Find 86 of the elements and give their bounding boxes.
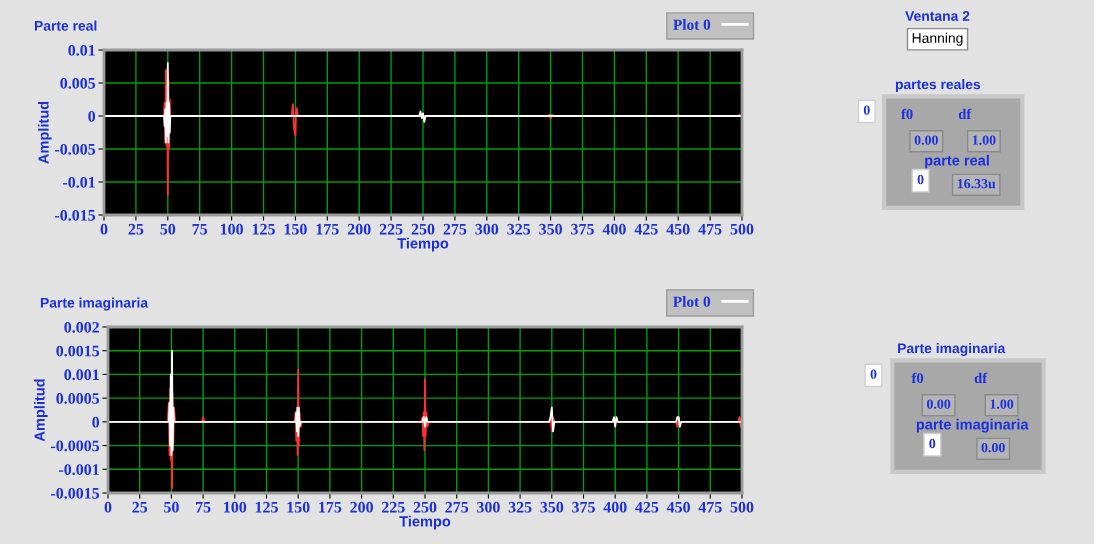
x-axis-title: Tiempo	[397, 237, 449, 252]
y-tick-label: -0.0005	[51, 440, 100, 452]
x-tick-label: 250	[411, 223, 435, 235]
text: 1.00	[972, 135, 996, 145]
text: partes reales	[895, 79, 981, 92]
x-tick-label: 450	[666, 501, 690, 513]
y-axis-title: Amplitud	[34, 379, 48, 442]
x-tick-label: 0	[100, 223, 108, 235]
y-tick-label: -0.015	[54, 209, 96, 221]
x-tick-label: 275	[445, 501, 469, 513]
text: parte real	[925, 154, 989, 169]
line-series	[108, 349, 742, 456]
y-tick-label: 0.0015	[56, 345, 100, 357]
text: f0	[911, 372, 924, 384]
x-tick-label: 450	[666, 223, 690, 235]
chart-title: Parte real	[34, 20, 97, 31]
x-tick-label: 75	[196, 501, 211, 513]
x-tick-label: 150	[287, 501, 310, 513]
x-tick-label: 250	[413, 501, 437, 513]
y-axis-title: Amplitud	[38, 101, 52, 164]
x-tick-label: 475	[698, 223, 722, 235]
x-tick-label: 500	[730, 501, 754, 513]
x-tick-label: 375	[571, 223, 594, 235]
y-tick-label: 0.005	[60, 77, 96, 89]
x-tick-label: 300	[477, 501, 500, 513]
text: 0.00	[926, 399, 951, 409]
x-tick-label: 100	[224, 501, 247, 513]
legend-label: Plot 0	[673, 296, 711, 307]
y-tick-label: -0.001	[58, 464, 99, 476]
x-tick-label: 400	[602, 223, 626, 235]
y-tick-label: 0.002	[64, 321, 99, 333]
text: 0	[917, 174, 924, 185]
x-tick-label: 175	[319, 501, 342, 513]
y-tick-label: 0	[88, 110, 96, 122]
x-tick-label: 400	[603, 501, 627, 513]
x-axis-title: Tiempo	[399, 515, 451, 530]
text: parte imaginaria	[916, 418, 1029, 433]
text: Ventana 2	[905, 11, 970, 21]
x-tick-label: 475	[698, 501, 722, 513]
x-tick-label: 200	[347, 223, 371, 235]
y-tick-label: 0	[92, 416, 100, 428]
y-tick-label: 0.01	[68, 44, 95, 56]
text: 1.00	[990, 399, 1014, 409]
x-tick-label: 0	[104, 501, 112, 513]
legend-label: Plot 0	[673, 19, 711, 30]
text: Parte imaginaria	[898, 343, 1006, 357]
x-tick-label: 50	[160, 223, 176, 235]
text: df	[974, 372, 988, 384]
y-tick-label: -0.01	[62, 176, 95, 188]
x-tick-label: 275	[443, 223, 467, 235]
x-tick-label: 150	[284, 223, 307, 235]
x-tick-label: 225	[381, 501, 405, 513]
text: 0.00	[981, 442, 1005, 453]
x-tick-label: 125	[252, 223, 275, 235]
text: f0	[901, 108, 913, 120]
y-tick-label: 0.001	[64, 369, 99, 381]
text: Hanning	[912, 32, 963, 46]
x-tick-label: 50	[164, 501, 179, 513]
y-tick-label: -0.005	[54, 143, 96, 155]
x-tick-label: 225	[379, 223, 403, 235]
x-tick-label: 375	[572, 501, 595, 513]
y-tick-label: -0.0015	[51, 487, 100, 499]
x-tick-label: 425	[635, 501, 659, 513]
x-tick-label: 325	[508, 501, 532, 513]
x-tick-label: 350	[539, 223, 562, 235]
x-tick-label: 350	[540, 501, 564, 513]
x-tick-label: 125	[255, 501, 278, 513]
text: 0.00	[914, 135, 938, 145]
x-tick-label: 425	[634, 223, 658, 235]
x-tick-label: 325	[507, 223, 531, 235]
x-tick-label: 200	[350, 501, 373, 513]
text: 0	[863, 105, 870, 115]
line-series	[104, 62, 742, 144]
x-tick-label: 175	[316, 223, 339, 235]
x-tick-label: 25	[132, 501, 148, 513]
chart-title: Parte imaginaria	[40, 297, 149, 311]
text: 16.33u	[957, 178, 996, 189]
x-tick-label: 500	[730, 223, 754, 235]
text: 0	[929, 438, 936, 449]
text: df	[958, 108, 972, 120]
text: 0	[870, 369, 877, 379]
x-tick-label: 25	[128, 223, 144, 235]
y-tick-label: 0.0005	[56, 393, 100, 404]
x-tick-label: 75	[192, 223, 208, 235]
x-tick-label: 300	[475, 223, 499, 235]
x-tick-label: 100	[220, 223, 243, 235]
